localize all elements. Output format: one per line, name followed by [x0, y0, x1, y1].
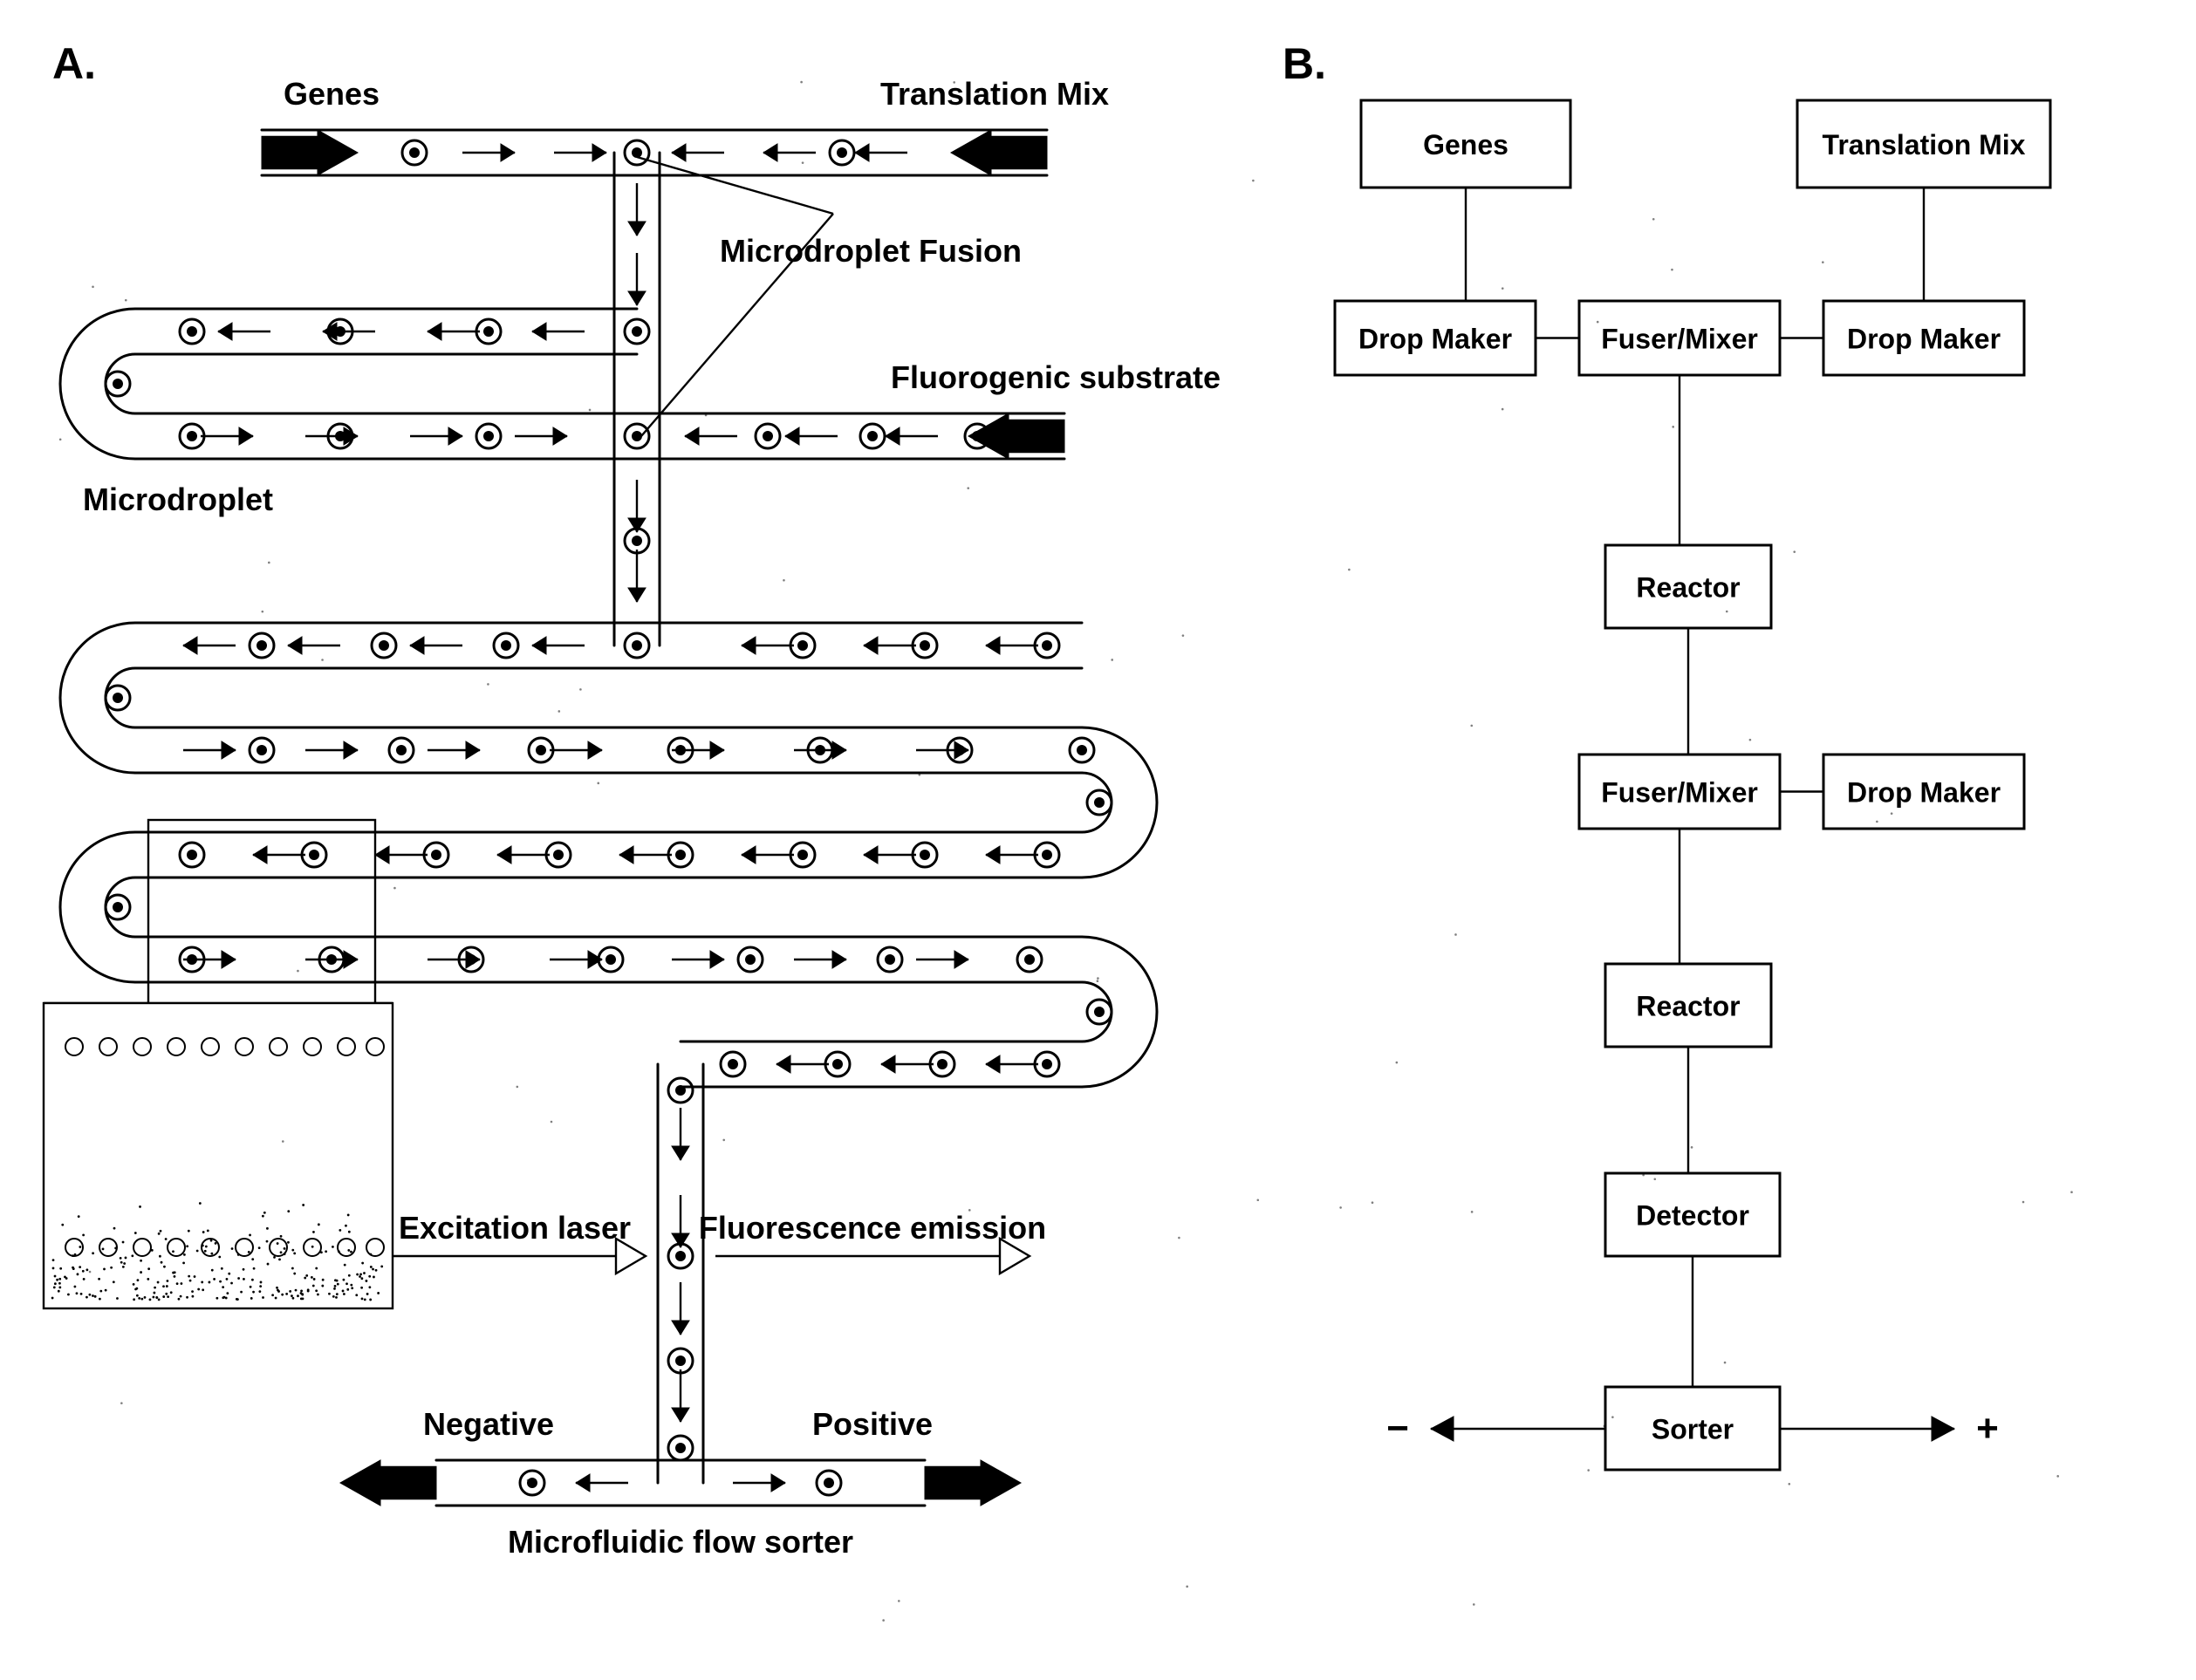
svg-text:Reactor: Reactor [1636, 991, 1740, 1022]
svg-text:Fuser/Mixer: Fuser/Mixer [1601, 777, 1758, 809]
svg-text:Fluorogenic substrate: Fluorogenic substrate [891, 359, 1221, 395]
svg-text:Microdroplet Fusion: Microdroplet Fusion [720, 233, 1022, 269]
svg-text:Genes: Genes [1423, 129, 1508, 160]
svg-text:B.: B. [1283, 39, 1326, 88]
svg-text:+: + [1976, 1407, 1999, 1450]
svg-text:Reactor: Reactor [1636, 572, 1740, 604]
svg-text:Drop Maker: Drop Maker [1358, 324, 1512, 355]
svg-text:Drop Maker: Drop Maker [1847, 324, 2001, 355]
svg-text:Translation Mix: Translation Mix [1823, 129, 2026, 160]
svg-text:Translation Mix: Translation Mix [880, 76, 1109, 112]
svg-text:Fluorescence emission: Fluorescence emission [699, 1210, 1046, 1246]
svg-text:Excitation laser: Excitation laser [399, 1210, 631, 1246]
svg-text:Positive: Positive [812, 1406, 933, 1442]
svg-text:−: − [1386, 1407, 1409, 1450]
svg-text:Microdroplet: Microdroplet [83, 481, 273, 517]
svg-text:Microfluidic flow sorter: Microfluidic flow sorter [508, 1524, 853, 1560]
svg-text:Sorter: Sorter [1652, 1414, 1734, 1445]
svg-text:Detector: Detector [1636, 1200, 1749, 1232]
svg-text:Genes: Genes [284, 76, 380, 112]
svg-text:Negative: Negative [423, 1406, 554, 1442]
svg-text:A.: A. [52, 39, 96, 88]
svg-text:Fuser/Mixer: Fuser/Mixer [1601, 324, 1758, 355]
svg-text:Drop Maker: Drop Maker [1847, 777, 2001, 809]
figure-root: A. Genes Translation Mix Fluorogenic substr… [0, 0, 2196, 1680]
